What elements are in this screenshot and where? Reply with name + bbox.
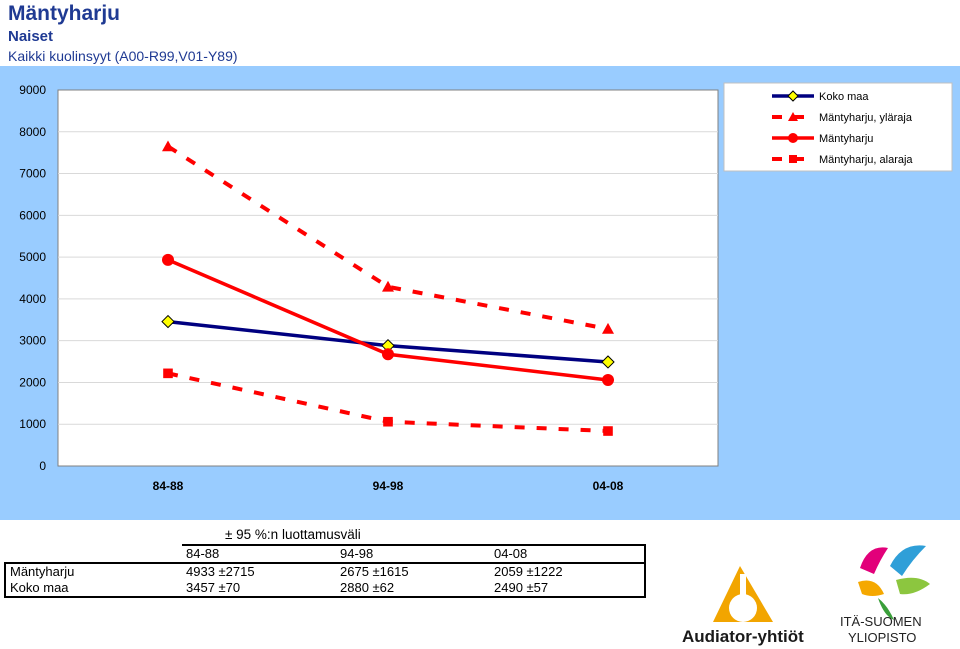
x-tick-label: 84-88 [153,479,184,493]
uef-logo: ITÄ-SUOMEN YLIOPISTO [840,545,930,645]
y-tick-label: 4000 [19,292,46,306]
data-point-triangle [788,112,798,121]
ci-header-empty [5,545,182,563]
ci-cell: 2059 ±1222 [490,562,646,580]
chart-area: 0 1000 2000 3000 4000 5000 6000 7000 8000 9000 84… [0,66,960,520]
legend-label: Mäntyharju, alaraja [819,154,913,166]
y-tick-labels: 0 1000 2000 3000 4000 5000 6000 7000 8000 9000 [19,83,46,473]
y-tick-label: 0 [39,459,46,473]
uef-logo-text-1: ITÄ-SUOMEN [840,614,922,629]
legend-label: Koko maa [819,91,869,103]
legend-label: Mäntyharju [819,133,873,145]
ci-cell: 4933 ±2715 [182,562,336,580]
ci-header-cell: 94-98 [336,544,490,563]
x-tick-label: 94-98 [373,479,404,493]
line-chart: 0 1000 2000 3000 4000 5000 6000 7000 8000 9000 84… [0,66,960,520]
ci-header-cell: 84-88 [182,544,336,563]
data-point-square [603,426,613,436]
ci-cell: 3457 ±70 [182,580,336,598]
page-title: Mäntyharju [8,2,121,25]
page-subtitle: Naiset [8,28,54,45]
ci-table-header-row: 84-88 94-98 04-08 [5,544,646,563]
data-point-diamond [787,90,799,102]
plot-area [57,89,719,467]
data-point-triangle [162,140,174,152]
y-tick-label: 7000 [19,167,46,181]
legend-box [723,82,953,172]
y-tick-label: 1000 [19,417,46,431]
ci-table: 84-88 94-98 04-08 Mäntyharju 4933 ±2715 … [4,544,646,598]
ci-cell: 2675 ±1615 [336,562,490,580]
audiator-logo-text: Audiator-yhtiöt [682,627,804,646]
data-point-diamond [161,314,175,329]
ci-row-label: Koko maa [4,580,182,598]
uef-logo-text-2: YLIOPISTO [848,630,916,645]
y-tick-label: 6000 [19,208,46,222]
x-tick-labels: 84-88 94-98 04-08 [153,479,624,493]
data-point-circle [382,348,394,361]
data-point-triangle [382,280,394,292]
y-tick-label: 8000 [19,125,46,139]
data-point-square [163,368,173,379]
ci-cell: 2880 ±62 [336,580,490,598]
ci-header-cell: 04-08 [490,544,646,563]
table-row: Mäntyharju 4933 ±2715 2675 ±1615 2059 ±1… [4,562,646,580]
data-point-circle [788,133,798,143]
table-row: Koko maa 3457 ±70 2880 ±62 2490 ±57 [4,580,646,598]
data-point-circle [162,253,174,266]
y-tick-label: 2000 [19,375,46,389]
data-point-square [789,155,797,163]
ci-row-label: Mäntyharju [4,562,182,580]
y-tick-label: 5000 [19,250,46,264]
cause-of-death-label: Kaikki kuolinsyyt (A00-R99,V01-Y89) [8,48,238,64]
data-point-triangle [602,322,614,334]
ci-cell: 2490 ±57 [490,580,646,598]
series-lines [161,140,615,436]
ci-caption: ± 95 %:n luottamusväli [225,527,361,542]
legend: Koko maa Mäntyharju, yläraja Mäntyharju Män… [723,82,953,172]
data-point-diamond [601,355,615,369]
data-point-square [383,416,393,427]
audiator-logo: Audiator-yhtiöt [682,566,804,646]
legend-label: Mäntyharju, yläraja [819,112,913,124]
data-point-circle [602,373,614,386]
x-tick-label: 04-08 [593,479,624,493]
y-tick-label: 3000 [19,334,46,348]
y-tick-label: 9000 [19,83,46,97]
